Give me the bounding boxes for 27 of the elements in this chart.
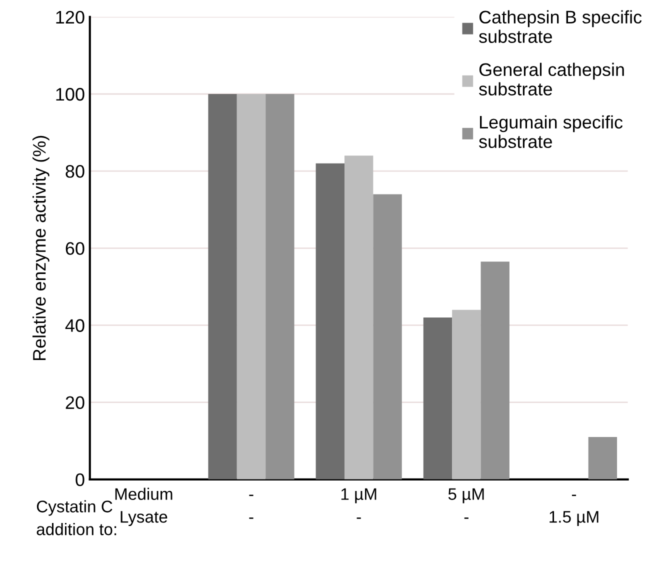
bar xyxy=(316,163,344,480)
x-tick-label: Medium Lysate xyxy=(115,488,172,526)
bar xyxy=(480,262,510,480)
bar xyxy=(373,194,402,480)
y-tick-label: 120 xyxy=(56,10,84,24)
y-tick-label: 20 xyxy=(66,396,84,410)
bar xyxy=(266,94,294,480)
legend-label: Legumain specific substrate xyxy=(479,115,623,148)
x-tick-label: 1 µM - xyxy=(341,488,376,519)
legend-label: Cathepsin B specific substrate xyxy=(479,10,642,43)
bar xyxy=(344,156,374,480)
y-axis-title: Relative enzyme activity (%) xyxy=(32,136,50,360)
x-tick-label: 5 µM - xyxy=(448,488,484,519)
y-tick-label: 100 xyxy=(56,88,84,101)
legend-label: General cathepsin substrate xyxy=(479,62,624,96)
bar xyxy=(588,437,618,480)
y-tick-label: 80 xyxy=(66,165,84,178)
category-label: - - xyxy=(249,494,254,519)
x-tick-label: - 1.5 µM xyxy=(550,494,598,526)
bar xyxy=(452,310,481,480)
y-tick-label: 0 xyxy=(76,473,84,486)
y-tick-label: 60 xyxy=(66,242,84,255)
bar xyxy=(423,318,452,480)
y-tick-label: 40 xyxy=(65,319,84,332)
bar xyxy=(236,94,266,480)
bar xyxy=(208,94,237,480)
text: Cystatin C addition to: xyxy=(36,500,116,536)
